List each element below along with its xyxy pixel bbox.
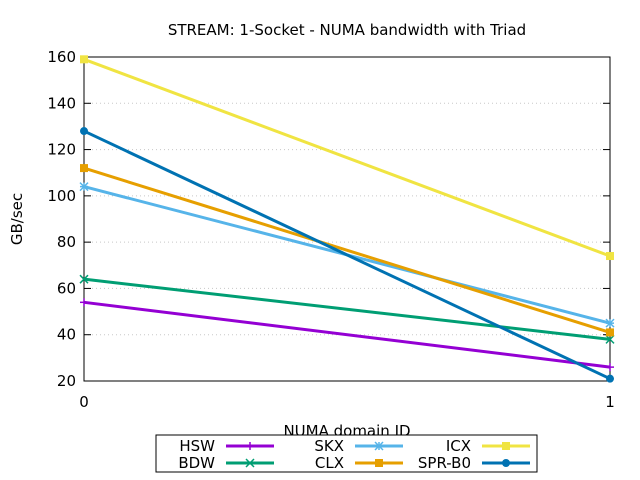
data-point-clx xyxy=(606,328,614,337)
legend-marker-clx xyxy=(375,459,383,467)
data-point-hsw xyxy=(606,363,614,372)
data-point-skx xyxy=(605,318,615,328)
legend-marker-skx xyxy=(374,441,384,451)
x-tick-label: 0 xyxy=(79,393,89,411)
y-tick-label: 60 xyxy=(57,279,76,297)
data-point-bdw xyxy=(79,274,89,284)
series-line-clx xyxy=(83,166,611,334)
y-axis: 20 40 60 80 100 120 140 160 xyxy=(47,48,610,390)
y-tick-label: 40 xyxy=(57,326,76,344)
legend-marker-hsw xyxy=(246,442,254,450)
data-point-icx xyxy=(606,252,614,261)
data-point-spr-b0 xyxy=(80,127,88,136)
series-line-icx xyxy=(83,57,611,258)
y-tick-label: 120 xyxy=(47,141,76,159)
data-point-clx xyxy=(80,164,88,173)
grid-lines xyxy=(84,102,610,336)
legend-label-icx: ICX xyxy=(446,437,471,455)
x-tick-label: 1 xyxy=(605,393,615,411)
y-tick-label: 80 xyxy=(57,233,76,251)
legend-label-bdw: BDW xyxy=(178,454,215,472)
data-point-icx xyxy=(80,55,88,64)
series-line-bdw xyxy=(83,277,611,341)
chart-title: STREAM: 1-Socket - NUMA bandwidth with T… xyxy=(168,21,526,39)
y-tick-label: 160 xyxy=(47,48,76,66)
data-point-bdw xyxy=(605,334,615,344)
series-line-spr-b0 xyxy=(83,129,611,381)
y-tick-label: 100 xyxy=(47,187,76,205)
y-axis-label: GB/sec xyxy=(8,193,26,245)
legend-label-clx: CLX xyxy=(315,454,344,472)
legend-box xyxy=(155,434,538,473)
series-line-hsw xyxy=(83,300,611,369)
legend-label-skx: SKX xyxy=(314,437,344,455)
legend-label-spr-b0: SPR-B0 xyxy=(418,454,471,472)
legend-label-hsw: HSW xyxy=(179,437,215,455)
plot-frame xyxy=(83,56,611,382)
y-tick-label: 20 xyxy=(57,372,76,390)
series-group xyxy=(79,55,615,383)
data-point-hsw xyxy=(80,298,88,307)
data-point-skx xyxy=(79,182,89,192)
y-tick-label: 140 xyxy=(47,94,76,112)
legend-marker-icx xyxy=(502,442,510,450)
legend-marker-bdw xyxy=(245,458,255,468)
legend-marker-spr-b0 xyxy=(502,459,510,467)
data-point-spr-b0 xyxy=(606,374,614,383)
